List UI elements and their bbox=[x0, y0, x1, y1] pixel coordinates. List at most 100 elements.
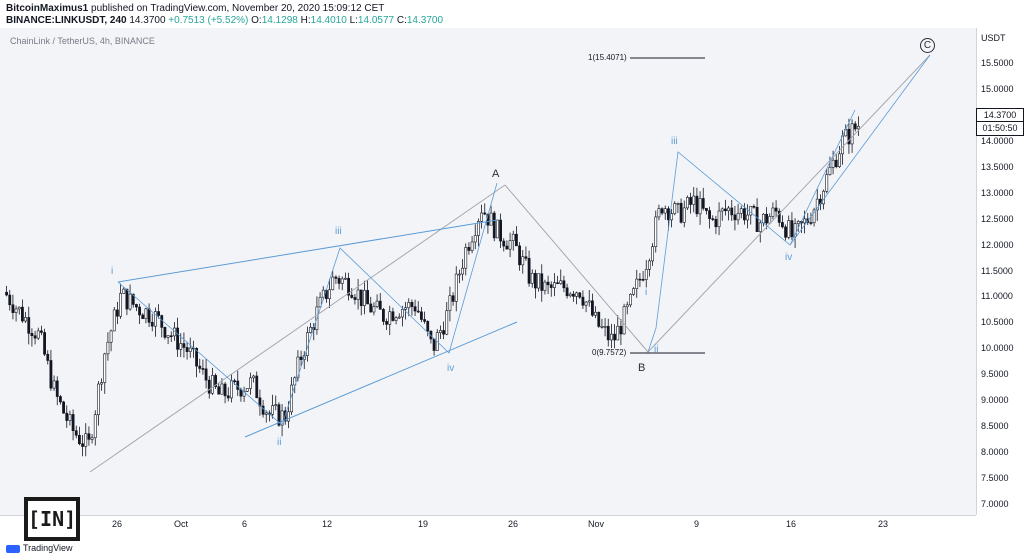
candle-body bbox=[321, 289, 325, 298]
candle-body bbox=[442, 330, 445, 335]
publish-info: published on TradingView.com, November 2… bbox=[91, 3, 385, 14]
time-tick-label: 19 bbox=[418, 519, 429, 529]
candle-body bbox=[492, 212, 496, 239]
candle-body bbox=[610, 333, 613, 341]
trend-line-gray-1 bbox=[89, 184, 506, 473]
candle-body bbox=[521, 256, 525, 266]
candle-body bbox=[705, 208, 708, 211]
candle-body bbox=[755, 206, 759, 232]
open-value: 14.1298 bbox=[261, 15, 298, 26]
candle-body bbox=[230, 380, 233, 399]
candle-body bbox=[473, 235, 477, 243]
candle-body bbox=[413, 306, 417, 312]
chart-area[interactable] bbox=[0, 28, 976, 515]
ohlc-line: BINANCE:LINKUSDT, 240 14.3700 +0.7513 (+… bbox=[6, 15, 443, 26]
candle-body bbox=[391, 311, 395, 321]
price-tick-label: 15.0000 bbox=[981, 84, 1014, 95]
wave-label-ii-2: ii bbox=[654, 344, 659, 355]
bar-countdown-tag: 01:50:50 bbox=[976, 121, 1024, 136]
candle-body bbox=[255, 375, 259, 399]
candle-body bbox=[841, 135, 844, 155]
candle-body bbox=[546, 281, 550, 286]
candlestick-chart[interactable] bbox=[0, 28, 976, 515]
candle-body bbox=[287, 411, 290, 422]
price-tick-label: 11.5000 bbox=[981, 265, 1013, 276]
candle-body bbox=[43, 332, 46, 355]
candle-body bbox=[594, 311, 597, 316]
candle-body bbox=[682, 207, 686, 223]
candle-body bbox=[71, 414, 75, 431]
candle-body bbox=[676, 203, 680, 205]
candle-body bbox=[654, 216, 658, 247]
candle-body bbox=[505, 245, 509, 250]
candle-body bbox=[432, 338, 436, 351]
candle-body bbox=[27, 317, 31, 334]
candle-body bbox=[277, 404, 281, 426]
candle-body bbox=[543, 281, 547, 291]
symbol-label[interactable]: BINANCE:LINKUSDT, 240 bbox=[6, 15, 127, 26]
candle-body bbox=[359, 289, 363, 306]
candle-body bbox=[727, 207, 730, 212]
candle-body bbox=[179, 343, 183, 350]
candle-body bbox=[160, 315, 164, 328]
candle-body bbox=[508, 240, 512, 250]
candle-body bbox=[796, 221, 800, 224]
candle-body bbox=[347, 277, 350, 296]
candle-body bbox=[815, 198, 819, 211]
candle-body bbox=[318, 296, 322, 308]
channel-lower-line bbox=[244, 321, 518, 438]
candle-body bbox=[632, 288, 635, 295]
fib-level-bottom: 0(9.7572) bbox=[592, 348, 627, 357]
candle-body bbox=[116, 309, 119, 317]
candle-body bbox=[499, 219, 502, 242]
candle-body bbox=[749, 205, 753, 216]
candle-body bbox=[831, 159, 835, 168]
time-tick-label: 26 bbox=[112, 519, 123, 529]
price-tick-label: 8.0000 bbox=[981, 446, 1009, 457]
wave-label-iv: iv bbox=[447, 363, 455, 374]
candle-body bbox=[416, 310, 420, 313]
candle-body bbox=[334, 276, 338, 279]
price-axis-currency: USDT bbox=[981, 33, 1006, 43]
last-price: 14.3700 bbox=[129, 15, 166, 26]
time-tick-label: Nov bbox=[588, 519, 605, 529]
beincrypto-logo: [IN] bbox=[24, 497, 80, 541]
candle-body bbox=[242, 391, 246, 397]
candle-body bbox=[201, 368, 205, 370]
fib-level-top: 1(15.4071) bbox=[588, 53, 627, 62]
candle-body bbox=[673, 203, 677, 214]
candle-body bbox=[524, 256, 528, 259]
candle-body bbox=[711, 218, 715, 220]
candle-body bbox=[78, 434, 81, 445]
candle-body bbox=[464, 247, 468, 269]
candle-body bbox=[781, 222, 784, 228]
candle-body bbox=[214, 375, 217, 388]
time-axis[interactable] bbox=[0, 515, 976, 536]
open-label: O: bbox=[251, 15, 262, 26]
candle-body bbox=[853, 123, 857, 130]
price-tick-label: 13.0000 bbox=[981, 187, 1014, 198]
time-tick-label: 6 bbox=[242, 519, 248, 529]
price-tick-label: 14.0000 bbox=[981, 135, 1014, 146]
candle-body bbox=[55, 380, 59, 397]
candle-body bbox=[125, 288, 129, 310]
candle-body bbox=[597, 311, 601, 327]
price-tick-label: 8.5000 bbox=[981, 420, 1009, 431]
candle-body bbox=[252, 375, 255, 379]
candle-body bbox=[144, 308, 148, 319]
author-name[interactable]: BitcoinMaximus1 bbox=[6, 3, 89, 14]
candle-body bbox=[679, 203, 683, 223]
candle-body bbox=[822, 190, 825, 205]
candle-body bbox=[568, 293, 572, 297]
candle-body bbox=[372, 306, 376, 313]
candle-body bbox=[553, 282, 556, 288]
candle-body bbox=[717, 210, 721, 228]
candle-body bbox=[629, 294, 632, 306]
tradingview-watermark: TradingView bbox=[6, 543, 73, 553]
wave-path-2 bbox=[647, 109, 856, 353]
candle-body bbox=[49, 360, 53, 389]
candle-body bbox=[670, 213, 673, 221]
low-value: 14.0577 bbox=[357, 15, 395, 26]
candle-body bbox=[743, 208, 746, 221]
time-tick-label: 9 bbox=[694, 519, 700, 529]
